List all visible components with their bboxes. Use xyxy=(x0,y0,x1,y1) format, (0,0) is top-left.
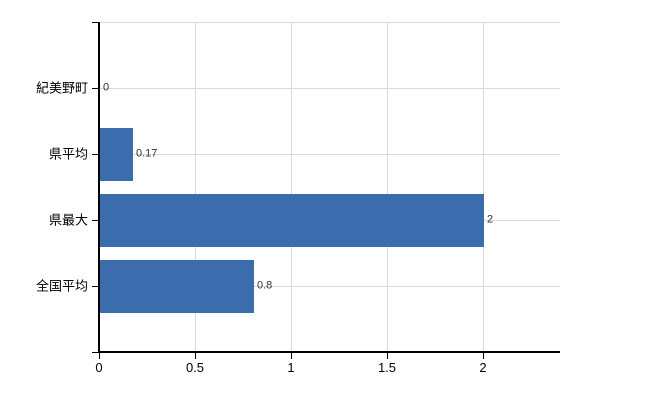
x-axis-tick xyxy=(483,353,484,359)
y-axis-tick xyxy=(92,154,98,155)
x-gridline xyxy=(387,22,388,352)
bar xyxy=(100,194,484,247)
y-axis-label: 全国平均 xyxy=(35,278,88,294)
y-gridline xyxy=(100,22,560,23)
y-axis-tick xyxy=(92,22,98,23)
y-axis-line xyxy=(98,22,100,353)
x-axis-line xyxy=(98,351,560,353)
y-axis-label: 県最大 xyxy=(48,212,88,228)
bar-value-label: 0.17 xyxy=(136,147,158,160)
x-axis-tick-label: 1 xyxy=(287,360,295,375)
x-gridline xyxy=(483,22,484,352)
x-axis-tick xyxy=(195,353,196,359)
y-gridline xyxy=(100,154,560,155)
y-axis-tick xyxy=(92,286,98,287)
x-axis-tick-label: 1.5 xyxy=(377,360,397,375)
bar-value-label: 2 xyxy=(487,213,494,226)
bar-value-label: 0.8 xyxy=(257,279,273,292)
x-gridline xyxy=(195,22,196,352)
y-axis-tick xyxy=(92,88,98,89)
x-axis-tick-label: 0.5 xyxy=(185,360,205,375)
y-gridline xyxy=(100,286,560,287)
bar xyxy=(100,128,133,181)
y-axis-tick xyxy=(92,352,98,353)
y-axis-label: 県平均 xyxy=(48,146,88,162)
x-axis-tick-label: 2 xyxy=(479,360,487,375)
bar-value-label: 0 xyxy=(103,81,110,94)
x-gridline xyxy=(291,22,292,352)
x-axis-tick xyxy=(387,353,388,359)
y-gridline xyxy=(100,88,560,89)
x-axis-tick xyxy=(99,353,100,359)
y-axis-tick xyxy=(92,220,98,221)
bar xyxy=(100,260,254,313)
y-axis-label: 紀美野町 xyxy=(35,80,88,96)
x-axis-tick-label: 0 xyxy=(95,360,103,375)
x-axis-tick xyxy=(291,353,292,359)
